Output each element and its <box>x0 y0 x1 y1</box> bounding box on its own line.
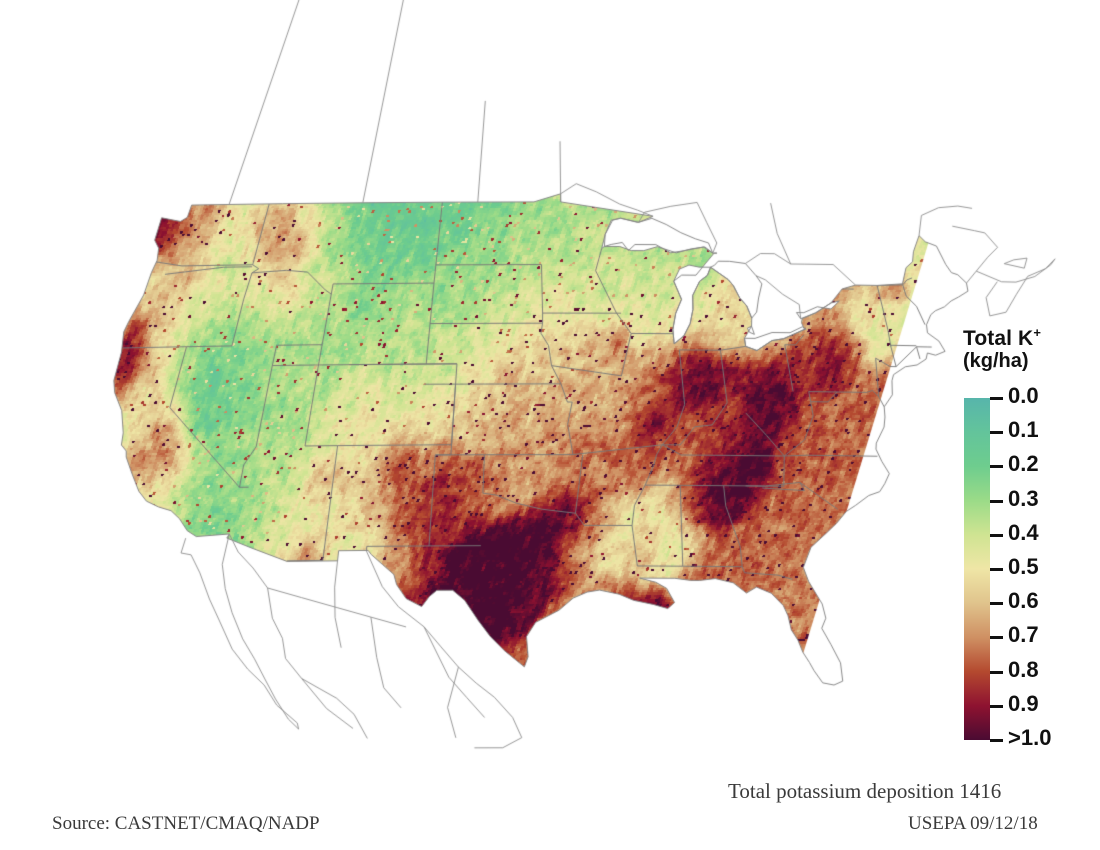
tick-dash <box>990 568 1003 571</box>
legend-title-superscript: + <box>1033 325 1042 340</box>
tick-label: 0.1 <box>1008 417 1039 443</box>
tick-label: 0.5 <box>1008 554 1039 579</box>
tick-dash <box>990 739 1003 742</box>
tick-dash <box>990 397 1003 400</box>
tick-dash <box>990 465 1003 469</box>
caption-title: Total potassium deposition 1416 <box>728 779 1002 803</box>
tick-label: 0.8 <box>1008 656 1039 682</box>
colorbar-ticks: 0.0 0.1 0.2 0.3 0.4 0.5 0.6 0.7 0.8 0.9 >1.0 <box>963 385 1098 749</box>
tick-dash <box>990 499 1003 503</box>
tick-label: 0.6 <box>1008 588 1039 614</box>
legend-title-text: Total K <box>963 327 1034 350</box>
legend-units: (kg/ha) <box>963 350 1029 373</box>
caption-agency: USEPA 09/12/18 <box>908 813 1038 834</box>
tick-dash <box>990 533 1003 537</box>
colorbar-wrap: 0.0 0.1 0.2 0.3 0.4 0.5 0.6 0.7 0.8 0.9 >1.0 <box>963 385 1098 749</box>
caption-source: Source: CASTNET/CMAQ/NADP <box>52 813 320 834</box>
tick-label: 0.9 <box>1008 690 1039 716</box>
colorbar-gradient <box>964 398 990 740</box>
tick-dash <box>990 670 1003 674</box>
tick-dash <box>990 704 1003 708</box>
tick-label: 0.0 <box>1008 383 1039 408</box>
tick-label: 0.3 <box>1008 485 1039 511</box>
tick-dash <box>990 636 1003 640</box>
legend: Total K+ (kg/ha) 0.0 0.1 0.2 0.3 0.4 0.5 0.6 0.… <box>963 326 1098 749</box>
tick-dash <box>990 431 1003 435</box>
tick-dash <box>990 602 1003 606</box>
tick-label: 0.4 <box>1008 519 1039 545</box>
tick-label: 0.7 <box>1008 622 1039 648</box>
tick-label: 0.2 <box>1008 451 1039 477</box>
tick-label: >1.0 <box>1008 725 1052 750</box>
legend-title: Total K+ <box>963 326 1098 350</box>
